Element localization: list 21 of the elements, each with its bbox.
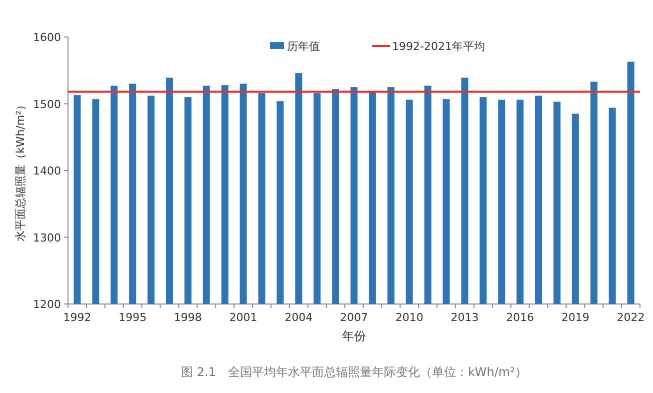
legend-label: 1992-2021年平均 bbox=[392, 40, 485, 53]
y-tick-label: 1500 bbox=[33, 98, 61, 111]
x-tick-label: 2010 bbox=[395, 311, 424, 324]
y-tick-label: 1600 bbox=[33, 31, 61, 44]
y-tick-label: 1400 bbox=[33, 164, 61, 178]
y-tick-label: 1200 bbox=[33, 298, 61, 311]
x-tick-label: 2022 bbox=[616, 311, 645, 324]
y-tick-label: 1300 bbox=[33, 231, 61, 244]
x-tick-label: 2016 bbox=[506, 311, 534, 324]
x-axis-title: 年份 bbox=[342, 329, 366, 343]
x-tick-label: 1995 bbox=[118, 311, 147, 324]
x-tick-label: 1998 bbox=[174, 311, 202, 324]
x-tick-label: 2004 bbox=[284, 311, 313, 324]
x-tick-label: 2019 bbox=[561, 311, 590, 324]
x-tick-label: 2001 bbox=[229, 311, 258, 324]
x-tick-label: 2007 bbox=[340, 311, 368, 324]
x-tick-label: 1992 bbox=[63, 311, 92, 324]
legend-label: 历年值 bbox=[287, 40, 320, 53]
caption: 图 2.1 全国平均年水平面总辐照量年际变化（单位：kWh/m²） bbox=[181, 365, 527, 379]
x-tick-label: 2013 bbox=[450, 311, 479, 324]
y-axis-title: 水平面总辐照量（kWh/m²） bbox=[14, 99, 27, 242]
